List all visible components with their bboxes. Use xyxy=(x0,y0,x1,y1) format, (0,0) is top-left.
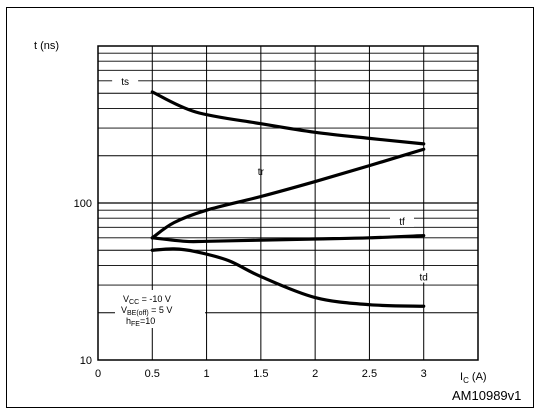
x-axis-label: IC (A) xyxy=(460,371,487,385)
series-line-ts xyxy=(150,90,426,146)
series-label-bg xyxy=(112,74,139,87)
condition-hfe: hFE=10 xyxy=(126,316,155,328)
x-tick-label: 2.5 xyxy=(362,368,377,380)
x-tick-label: 3 xyxy=(421,368,427,380)
x-tick-label: 1.5 xyxy=(253,368,268,380)
series-label-bg xyxy=(408,270,439,283)
x-axis-label-bg xyxy=(455,368,495,384)
series-label-tf: tf xyxy=(399,217,405,228)
x-tick-label: 1 xyxy=(204,368,210,380)
curves xyxy=(150,90,426,308)
plot-area xyxy=(97,45,479,361)
x-tick-label: 2 xyxy=(312,368,318,380)
conditions-bg xyxy=(115,290,205,328)
series-label-ts: ts xyxy=(121,77,129,88)
conditions-box: VCC = -10 V VBE(off) = 5 V hFE=10 xyxy=(121,294,172,328)
series-label-tr: tr xyxy=(258,167,265,178)
series-line-tf xyxy=(150,233,426,244)
series-label-td: td xyxy=(420,273,428,284)
y-tick-label: 10 xyxy=(80,355,92,367)
series-line-td xyxy=(150,247,426,308)
series-label-bg xyxy=(390,214,414,227)
condition-vcc: VCC = -10 V xyxy=(123,294,171,306)
axis-ticks: 0 0.5 1 1.5 2 2.5 3 10 100 xyxy=(74,198,427,380)
y-tick-label: 100 xyxy=(74,198,92,210)
x-tick-label: 0.5 xyxy=(145,368,160,380)
y-axis-label: t (ns) xyxy=(34,40,59,52)
series-line-tr xyxy=(150,147,426,240)
labels: ts tr tf td xyxy=(112,74,439,284)
chart-frame xyxy=(6,7,534,408)
condition-vbe: VBE(off) = 5 V xyxy=(121,305,172,317)
x-tick-label: 0 xyxy=(95,368,101,380)
figure-id: AM10989v1 xyxy=(452,388,521,403)
